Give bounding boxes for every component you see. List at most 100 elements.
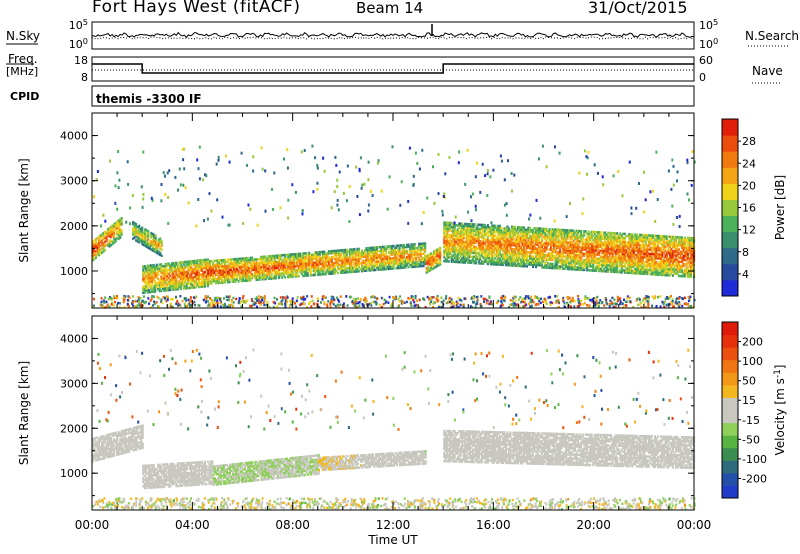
heatmap-cell [263,277,266,281]
heatmap-cell [154,280,157,283]
heatmap-cell [605,255,608,259]
heatmap-cell [425,257,428,260]
heatmap-cell [302,266,305,269]
heatmap-cell [483,254,486,257]
heatmap-cell [291,267,294,270]
heatmap-cell [608,231,611,235]
heatmap-cell [566,261,569,265]
heatmap-cell [583,258,586,262]
heatmap-cell [117,227,120,230]
heatmap-cell [203,279,206,282]
heatmap-cell [176,265,179,269]
heatmap-cell [536,251,539,255]
heatmap-cell [545,229,548,233]
heatmap-cell [480,262,483,265]
heatmap-cell [148,282,151,286]
heatmap-cell [404,249,407,253]
heatmap-cell [643,240,646,243]
heatmap-cell [513,229,516,233]
heatmap-cell [491,250,494,254]
heatmap-cell [354,262,357,265]
heatmap-cell [610,262,613,265]
heatmap-cell [590,230,593,234]
heatmap-cell [203,264,206,268]
heatmap-cell [491,252,494,256]
heatmap-cell [398,258,401,262]
heatmap-cell [185,285,188,288]
heatmap-cell [557,232,560,236]
heatmap-cell [242,275,245,279]
heatmap-cell [516,242,519,245]
heatmap-cell [559,232,562,236]
heatmap-cell [620,242,623,246]
heatmap-cell [620,240,623,244]
heatmap-cell [452,223,455,227]
heatmap-cell [468,233,471,236]
heatmap-cell [257,272,260,275]
heatmap-cell [443,225,446,228]
heatmap-cell [323,254,326,258]
heatmap-cell [230,258,233,261]
heatmap-cell [312,265,315,269]
heatmap-cell [497,247,500,250]
heatmap-cell [350,248,353,251]
heatmap-cell [362,251,365,254]
heatmap-cell [658,241,661,244]
heatmap-cell [658,267,661,270]
heatmap-cell [665,259,668,263]
heatmap-cell [222,273,225,276]
heatmap-cell [395,254,398,258]
heatmap-cell [492,224,495,227]
heatmap-cell [524,240,527,244]
heatmap-cell [220,263,223,266]
heatmap-cell [661,249,664,252]
heatmap-cell [572,229,575,232]
heatmap-cell [554,234,557,237]
heatmap-cell [272,260,275,264]
heatmap-cell [320,258,323,262]
heatmap-cell [521,226,524,229]
heatmap-cell [535,237,538,240]
heatmap-cell [525,234,528,238]
heatmap-cell [622,269,625,272]
heatmap-cell [625,255,628,258]
heatmap-cell [674,244,677,247]
heatmap-cell [577,246,580,249]
heatmap-cell [357,264,360,267]
heatmap-cell [92,246,95,250]
heatmap-cell [477,243,480,247]
heatmap-cell [509,241,512,245]
heatmap-cell [637,266,640,269]
heatmap-cell [179,265,182,268]
heatmap-cell [141,234,144,238]
heatmap-cell [380,245,383,249]
heatmap-cell [535,227,538,230]
heatmap-cell [99,250,102,254]
heatmap-cell [281,268,284,271]
heatmap-cell [644,260,647,263]
heatmap-cell [453,230,456,233]
heatmap-cell [446,252,449,255]
heatmap-cell [279,256,282,259]
heatmap-cell [631,233,634,236]
heatmap-cell [172,272,175,275]
heatmap-cell [190,268,193,271]
heatmap-cell [539,231,542,234]
heatmap-cell [197,265,200,268]
heatmap-cell [668,268,671,271]
heatmap-cell [248,275,251,278]
heatmap-cell [545,233,548,237]
heatmap-cell [495,261,498,264]
heatmap-cell [464,230,467,234]
heatmap-cell [641,266,644,269]
heatmap-cell [338,255,341,258]
heatmap-cell [569,257,572,261]
heatmap-cell [389,265,392,268]
heatmap-cell [577,231,580,235]
heatmap-cell [117,235,120,239]
heatmap-cell [562,259,565,262]
heatmap-cell [246,277,249,280]
heatmap-cell [535,259,538,263]
heatmap-cell [397,252,400,256]
heatmap-cell [412,265,415,269]
